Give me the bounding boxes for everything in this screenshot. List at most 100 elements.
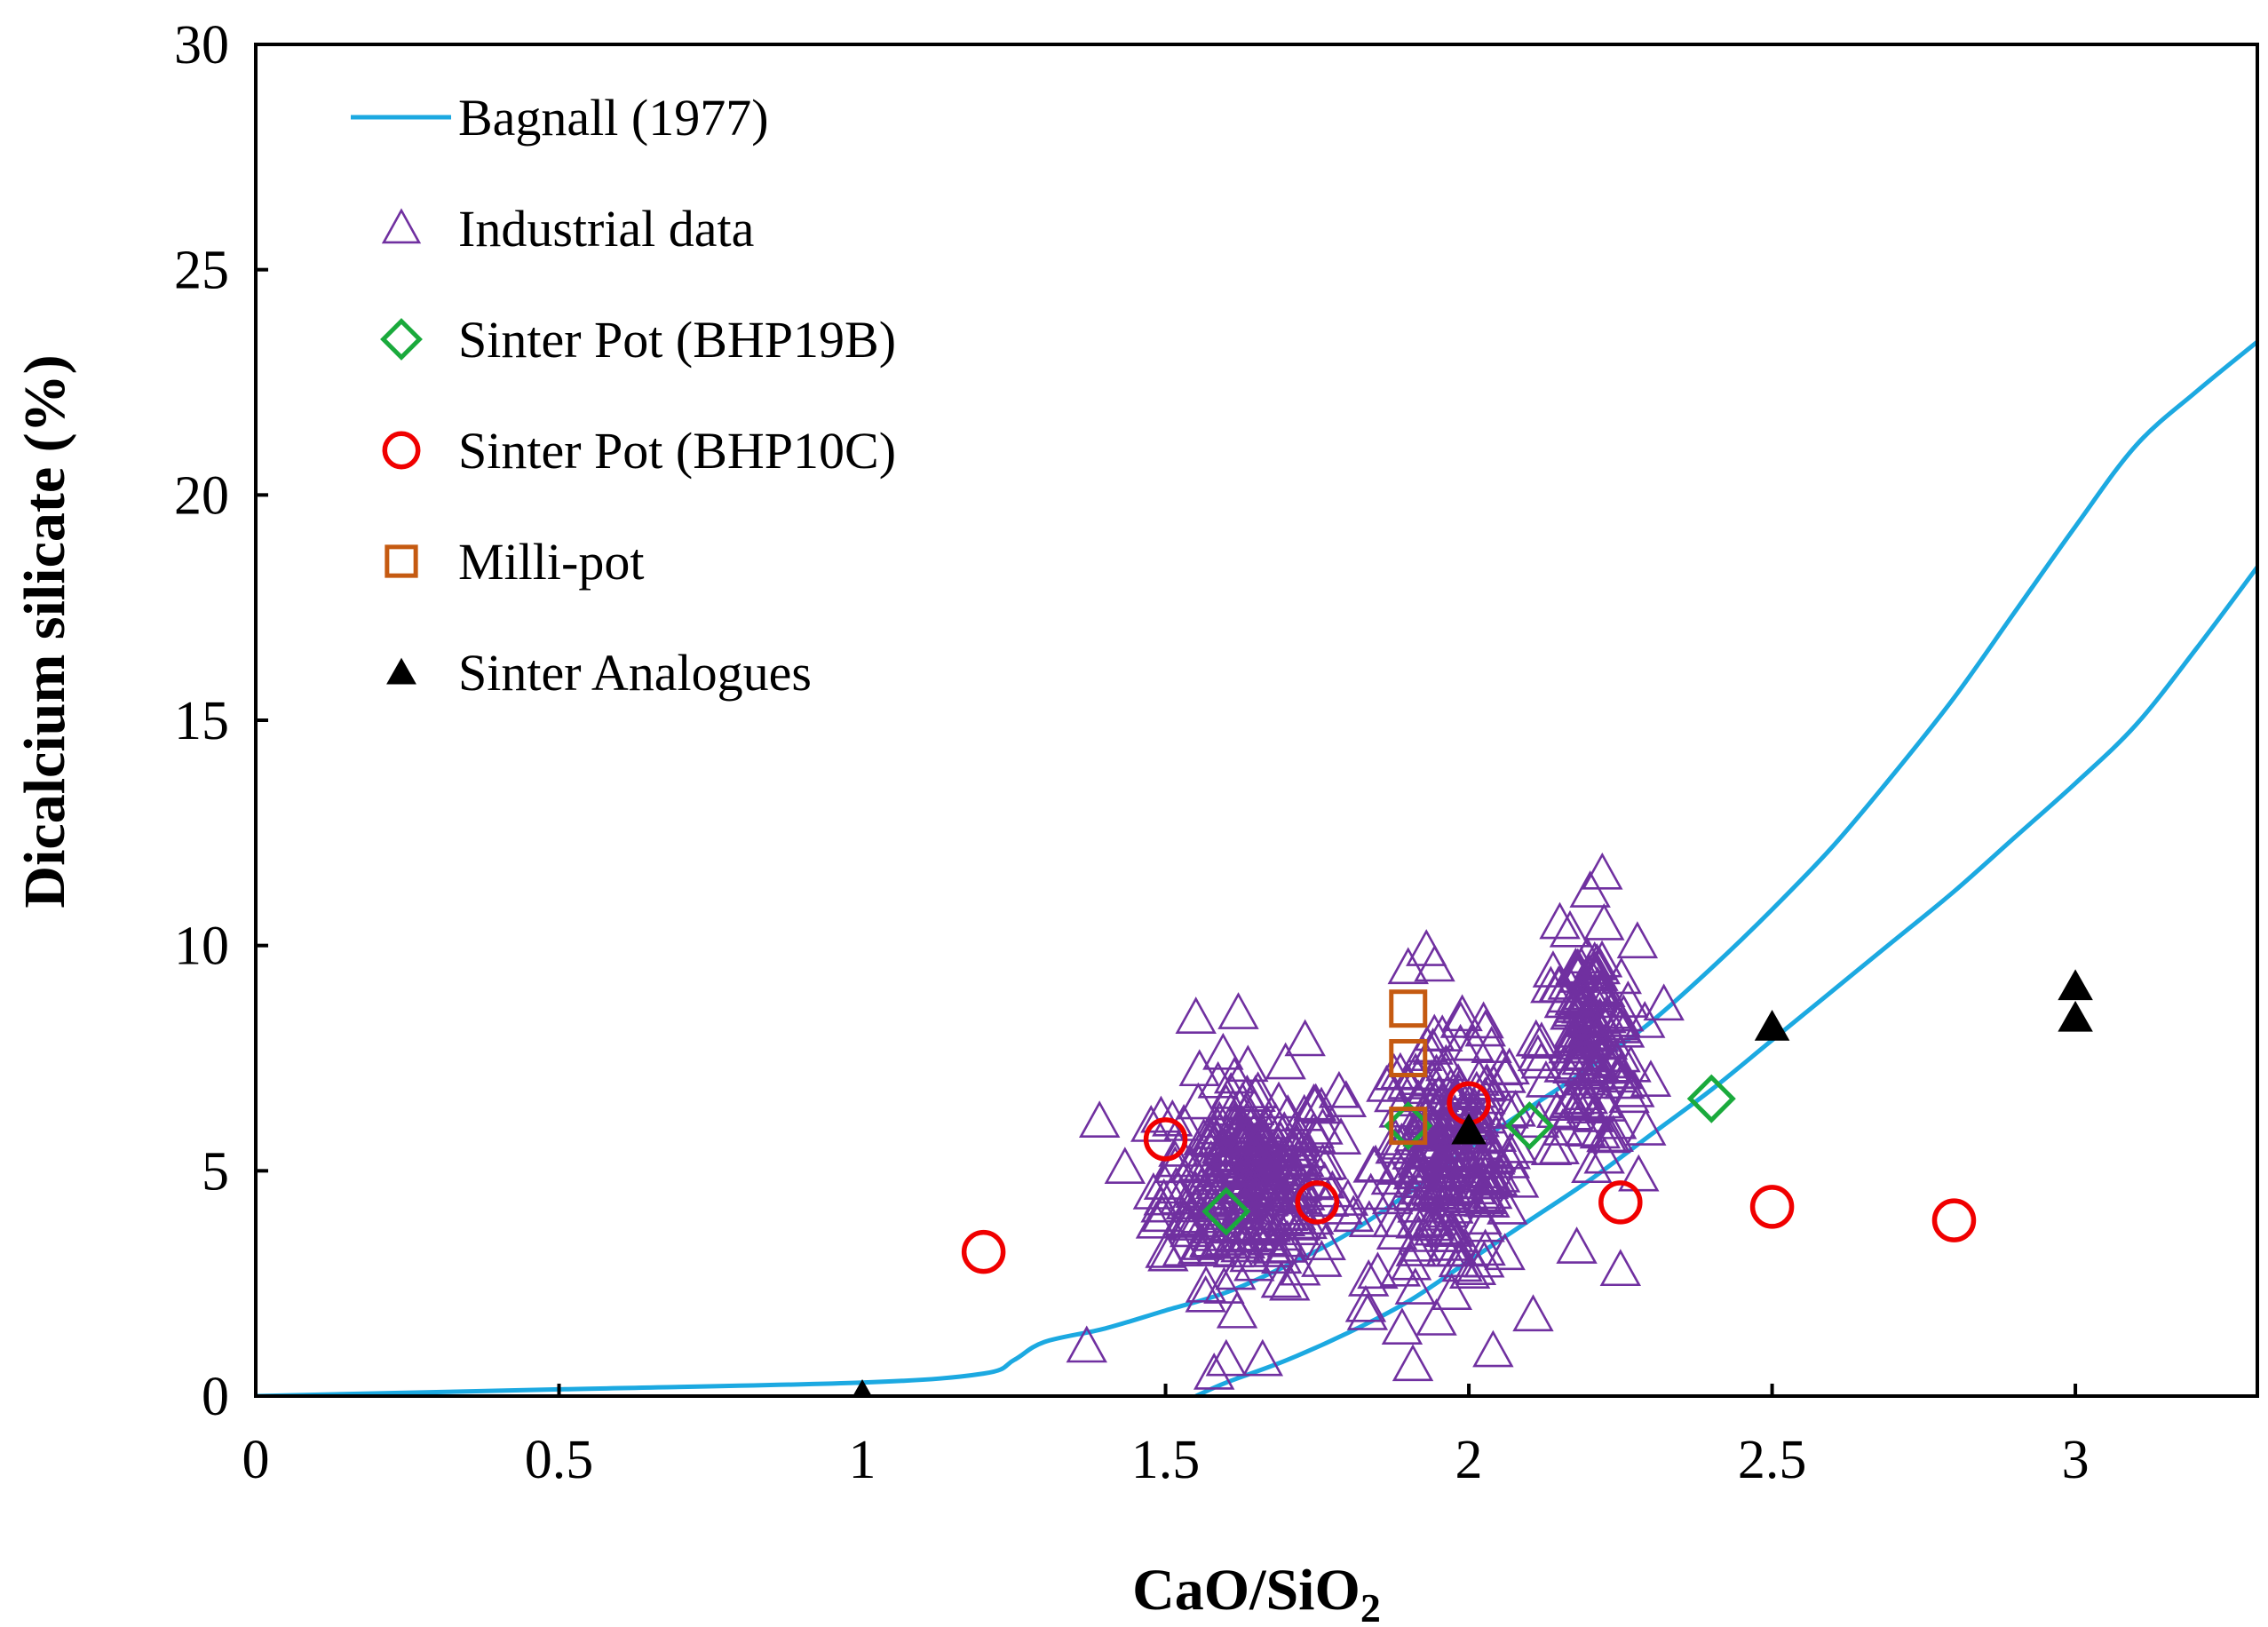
legend-label: Sinter Pot (BHP19B) — [458, 311, 896, 369]
milli-pot-points — [1389, 989, 1428, 1146]
y-tick-label: 20 — [174, 465, 229, 526]
industrial-data-point — [1348, 1200, 1391, 1238]
x-tick-label: 1 — [849, 1430, 876, 1490]
industrial-data-point — [1603, 1010, 1645, 1048]
industrial-data-point — [1610, 1044, 1652, 1083]
sinter-analogue-point — [2058, 1000, 2093, 1032]
industrial-data-point — [1583, 1136, 1625, 1174]
x-tick-label: 2 — [1455, 1430, 1483, 1490]
x-tick-label: 1.5 — [1131, 1430, 1201, 1490]
industrial-data-point — [1465, 1177, 1507, 1215]
industrial-data-point — [1193, 1352, 1235, 1390]
industrial-data-point — [1237, 1071, 1279, 1108]
industrial-data-point — [1421, 1175, 1463, 1212]
industrial-data-point — [1569, 870, 1611, 908]
industrial-data-point — [1543, 980, 1586, 1019]
industrial-data-point — [1442, 1176, 1485, 1214]
sinter-pot-bhp19b-points — [1201, 1074, 1736, 1236]
legend-swatch — [380, 318, 423, 361]
industrial-data-point — [1227, 1044, 1269, 1083]
industrial-data-point — [1220, 1203, 1263, 1242]
industrial-data-point — [1563, 1032, 1605, 1070]
industrial-data-point — [1599, 1249, 1642, 1287]
industrial-data-point — [1463, 1162, 1504, 1199]
x-axis-title-subscript: 2 — [1360, 1585, 1381, 1627]
industrial-data-point — [1229, 1157, 1272, 1195]
industrial-data-point — [1357, 1251, 1399, 1290]
industrial-data-point — [1406, 929, 1447, 966]
industrial-data-point — [1312, 1170, 1353, 1208]
industrial-data-point — [1530, 965, 1572, 1004]
bagnall-curve-2 — [1194, 566, 2257, 1396]
legend-item: Sinter Pot (BHP19B) — [380, 311, 896, 369]
industrial-data-point — [1216, 1290, 1258, 1329]
milli-pot-point — [1389, 1107, 1428, 1146]
industrial-data-point — [1431, 1273, 1473, 1310]
industrial-data-point — [1574, 941, 1615, 979]
industrial-data-point — [1576, 966, 1619, 1004]
industrial-data-point — [1376, 1212, 1418, 1250]
industrial-data-point — [1441, 994, 1483, 1032]
industrial-data-point — [1484, 1233, 1526, 1271]
industrial-data-point — [1392, 1344, 1434, 1382]
y-tick-label: 15 — [174, 691, 229, 751]
industrial-data-point — [1549, 909, 1591, 948]
industrial-data-point — [1448, 1251, 1491, 1290]
data-points — [852, 852, 2093, 1396]
sinter-pot-bhp19b-point — [1504, 1101, 1554, 1151]
industrial-data-point — [1302, 1143, 1344, 1180]
industrial-data-point — [1425, 1105, 1467, 1143]
industrial-data-point — [1251, 1202, 1294, 1241]
industrial-data-point — [1401, 1034, 1443, 1071]
industrial-data-point — [1320, 1117, 1362, 1155]
industrial-data-point — [1485, 1055, 1527, 1093]
industrial-data-point — [1178, 1049, 1220, 1087]
sinter-pot-bhp10c-point — [1931, 1198, 1977, 1242]
y-tick-label: 25 — [174, 241, 229, 301]
industrial-data-point — [1571, 1146, 1613, 1183]
legend-label: Bagnall (1977) — [458, 89, 769, 147]
industrial-data-point — [1487, 1187, 1528, 1225]
sinter-pot-bhp10c-point — [1295, 1180, 1340, 1225]
legend-label: Milli-pot — [458, 533, 644, 591]
industrial-data-point — [1463, 1240, 1505, 1278]
industrial-data-point — [1520, 1021, 1563, 1060]
industrial-data-point — [1249, 1153, 1291, 1191]
industrial-data-point — [1472, 1329, 1514, 1368]
x-axis-title: CaO/SiO2 — [1132, 1558, 1381, 1627]
legend-label: Sinter Pot (BHP10C) — [458, 422, 896, 480]
legend-item: Industrial data — [381, 200, 754, 258]
sinter-pot-bhp10c-point — [1749, 1185, 1795, 1229]
industrial-data-point — [1236, 1125, 1279, 1163]
industrial-data-point — [1379, 1249, 1422, 1287]
industrial-data-point — [1165, 1182, 1208, 1220]
y-axis-title: Dicalcium silicate (%) — [12, 354, 77, 908]
industrial-data-point — [1344, 1284, 1387, 1322]
industrial-data-point — [1350, 1172, 1392, 1210]
industrial-data-point — [1556, 1226, 1598, 1264]
industrial-data-point — [1198, 1100, 1241, 1139]
industrial-data-point — [1212, 1230, 1255, 1268]
industrial-data-point — [1222, 1159, 1265, 1197]
industrial-data-point — [1414, 1013, 1455, 1052]
industrial-data-point — [1607, 980, 1649, 1018]
industrial-data-point — [1565, 1000, 1607, 1037]
x-tick-label: 2.5 — [1738, 1430, 1807, 1490]
industrial-data-point — [1455, 1248, 1497, 1285]
industrial-data-point — [1325, 1080, 1368, 1117]
sinter-analogue-point — [1451, 1113, 1487, 1145]
industrial-data-point — [1423, 1161, 1466, 1199]
industrial-data-point — [1192, 1157, 1234, 1195]
industrial-data-point — [1630, 1060, 1672, 1097]
industrial-data-point — [1497, 1160, 1540, 1198]
legend-swatch — [385, 544, 418, 578]
milli-pot-point — [1389, 989, 1428, 1028]
industrial-data-point — [1574, 1012, 1617, 1051]
industrial-data-point — [1265, 1042, 1306, 1080]
industrial-data-point — [1301, 1240, 1343, 1277]
industrial-data-point — [1456, 1141, 1499, 1179]
industrial-data-point — [1269, 1263, 1311, 1301]
legend-item: Milli-pot — [385, 533, 644, 591]
industrial-data-point — [1196, 1120, 1238, 1158]
